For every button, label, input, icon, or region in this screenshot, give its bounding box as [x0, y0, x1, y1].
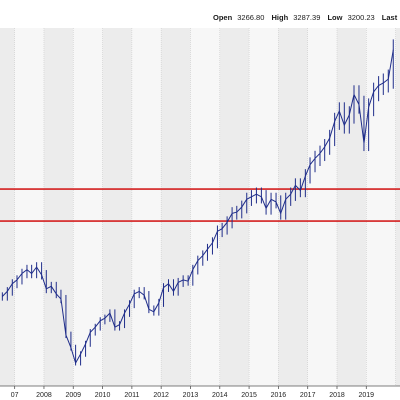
year-band: [14, 28, 44, 386]
year-band: [395, 28, 400, 386]
x-tick-label: 2014: [212, 392, 228, 399]
x-tick-label: 2012: [153, 392, 169, 399]
year-bands: [0, 28, 400, 386]
year-band: [102, 28, 132, 386]
reference-lines: [0, 188, 400, 222]
high-label: High: [271, 13, 288, 22]
x-tick-label: 07: [11, 392, 19, 399]
low-label: Low: [327, 13, 342, 22]
ohlc-readout: Open 3266.80 High 3287.39 Low 3200.23 La…: [213, 13, 400, 22]
year-band: [43, 28, 74, 386]
x-tick-label: 2010: [95, 392, 111, 399]
year-band: [73, 28, 103, 386]
x-tick-label: 2016: [271, 392, 287, 399]
year-band: [190, 28, 220, 386]
x-tick-label: 2013: [183, 392, 199, 399]
x-tick-label: 2009: [65, 392, 81, 399]
year-band: [307, 28, 337, 386]
open-value: 3266.80: [237, 13, 264, 22]
gridlines: [14, 28, 396, 386]
high-value: 3287.39: [293, 13, 320, 22]
last-label: Last: [382, 13, 398, 22]
year-band: [366, 28, 396, 386]
price-series: [1, 39, 394, 366]
year-band: [249, 28, 279, 386]
x-axis-ticks: 07 2008 2009 2010 2011 2012 2013 2014 2015 2016 20…: [11, 386, 374, 399]
x-tick-label: 2011: [124, 392, 139, 399]
year-band: [336, 28, 367, 386]
x-tick-label: 2015: [241, 392, 257, 399]
open-label: Open: [213, 13, 233, 22]
year-band: [131, 28, 162, 386]
x-tick-label: 2019: [359, 392, 375, 399]
year-band: [219, 28, 250, 386]
x-tick-label: 2008: [36, 392, 52, 399]
year-band: [161, 28, 191, 386]
x-tick-label: 2017: [300, 392, 316, 399]
year-band: [0, 28, 15, 386]
low-value: 3200.23: [348, 13, 375, 22]
ohlc-header: Open 3266.80 High 3287.39 Low 3200.23 La…: [213, 13, 400, 22]
x-tick-label: 2018: [329, 392, 345, 399]
